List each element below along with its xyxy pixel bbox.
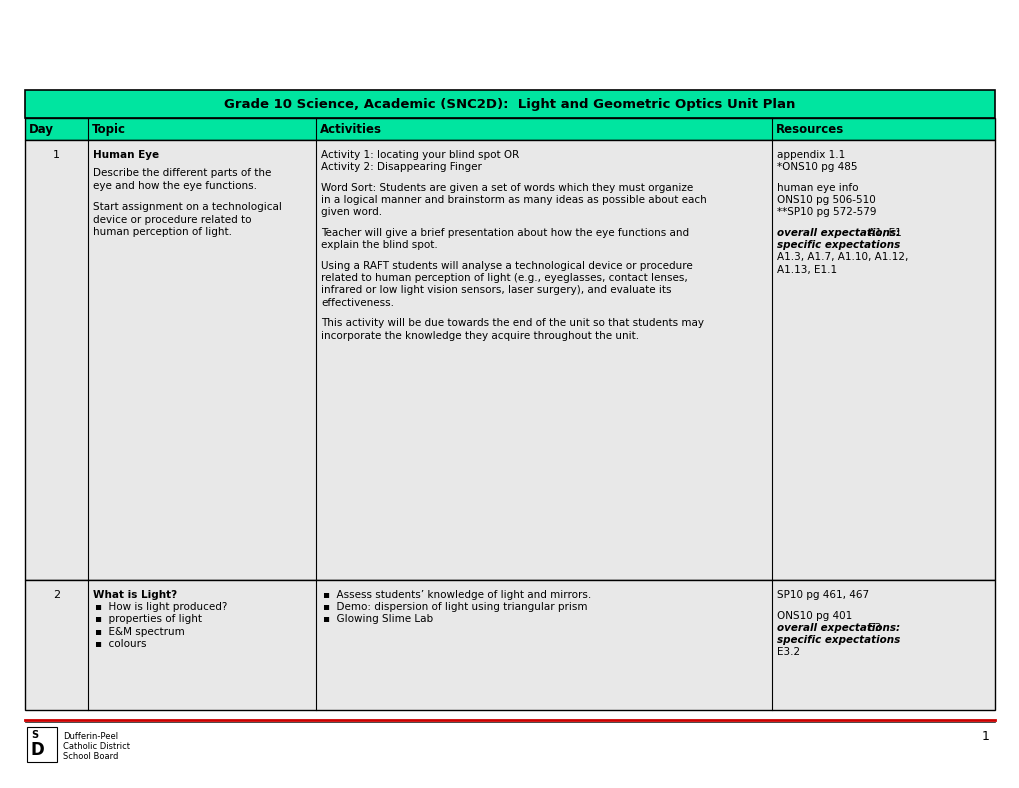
Text: overall expectations:: overall expectations:	[776, 228, 899, 238]
Text: Activity 2: Disappearing Finger: Activity 2: Disappearing Finger	[321, 162, 481, 173]
Text: Using a RAFT students will analyse a technological device or procedure: Using a RAFT students will analyse a tec…	[321, 261, 692, 271]
Text: ▪  How is light produced?: ▪ How is light produced?	[95, 602, 227, 612]
Text: **SP10 pg 572-579: **SP10 pg 572-579	[776, 207, 875, 217]
Text: human eye info: human eye info	[776, 183, 858, 193]
Text: ▪  E&M spectrum: ▪ E&M spectrum	[95, 626, 184, 637]
Text: ONS10 pg 506-510: ONS10 pg 506-510	[776, 195, 874, 205]
Bar	[25, 118, 994, 140]
Text: given word.: given word.	[321, 207, 382, 217]
Text: Grade 10 Science, Academic (SNC2D):  Light and Geometric Optics Unit Plan: Grade 10 Science, Academic (SNC2D): Ligh…	[224, 98, 795, 110]
Text: School Board: School Board	[63, 752, 118, 761]
Text: S: S	[31, 730, 38, 740]
Bar	[26, 727, 57, 762]
Text: ▪  properties of light: ▪ properties of light	[95, 615, 202, 624]
Text: Day: Day	[29, 122, 54, 136]
Text: device or procedure related to: device or procedure related to	[93, 214, 252, 225]
Bar	[25, 90, 994, 118]
Text: Resources: Resources	[775, 122, 844, 136]
Text: A1, E1: A1, E1	[864, 228, 901, 238]
Text: appendix 1.1: appendix 1.1	[776, 150, 845, 160]
Text: 2: 2	[53, 590, 60, 600]
Text: Dufferin-Peel: Dufferin-Peel	[63, 732, 118, 741]
Text: effectiveness.: effectiveness.	[321, 298, 393, 307]
Text: 1: 1	[981, 730, 989, 743]
Text: specific expectations: specific expectations	[776, 240, 900, 251]
Text: Catholic District: Catholic District	[63, 742, 129, 751]
Text: related to human perception of light (e.g., eyeglasses, contact lenses,: related to human perception of light (e.…	[321, 273, 687, 283]
Text: Activity 1: locating your blind spot OR: Activity 1: locating your blind spot OR	[321, 150, 519, 160]
Text: Start assignment on a technological: Start assignment on a technological	[93, 203, 281, 213]
Text: D: D	[31, 741, 45, 759]
Text: SP10 pg 461, 467: SP10 pg 461, 467	[776, 590, 868, 600]
Bar	[25, 140, 994, 580]
Text: ONS10 pg 401: ONS10 pg 401	[776, 611, 851, 621]
Text: Teacher will give a brief presentation about how the eye functions and: Teacher will give a brief presentation a…	[321, 228, 689, 238]
Text: overall expectations:: overall expectations:	[776, 623, 899, 633]
Text: ▪  Assess students’ knowledge of light and mirrors.: ▪ Assess students’ knowledge of light an…	[323, 590, 591, 600]
Text: specific expectations: specific expectations	[776, 635, 900, 645]
Text: Human Eye: Human Eye	[93, 150, 159, 160]
Text: infrared or low light vision sensors, laser surgery), and evaluate its: infrared or low light vision sensors, la…	[321, 285, 671, 296]
Text: What is Light?: What is Light?	[93, 590, 177, 600]
Text: E3: E3	[864, 623, 880, 633]
Text: human perception of light.: human perception of light.	[93, 227, 232, 237]
Text: A1.3, A1.7, A1.10, A1.12,: A1.3, A1.7, A1.10, A1.12,	[776, 252, 907, 262]
Text: A1.13, E1.1: A1.13, E1.1	[776, 265, 837, 275]
Text: E3.2: E3.2	[776, 647, 799, 657]
Text: ▪  colours: ▪ colours	[95, 639, 147, 649]
Text: Word Sort: Students are given a set of words which they must organize: Word Sort: Students are given a set of w…	[321, 183, 693, 193]
Text: ▪  Glowing Slime Lab: ▪ Glowing Slime Lab	[323, 615, 433, 624]
Text: explain the blind spot.: explain the blind spot.	[321, 240, 437, 251]
Bar	[25, 580, 994, 710]
Text: in a logical manner and brainstorm as many ideas as possible about each: in a logical manner and brainstorm as ma…	[321, 195, 706, 205]
Text: Activities: Activities	[320, 122, 382, 136]
Text: eye and how the eye functions.: eye and how the eye functions.	[93, 180, 257, 191]
Text: This activity will be due towards the end of the unit so that students may: This activity will be due towards the en…	[321, 318, 703, 329]
Text: *ONS10 pg 485: *ONS10 pg 485	[776, 162, 857, 173]
Text: Describe the different parts of the: Describe the different parts of the	[93, 169, 271, 178]
Text: ▪  Demo: dispersion of light using triangular prism: ▪ Demo: dispersion of light using triang…	[323, 602, 587, 612]
Text: incorporate the knowledge they acquire throughout the unit.: incorporate the knowledge they acquire t…	[321, 330, 639, 340]
Text: Topic: Topic	[92, 122, 126, 136]
Text: 1: 1	[53, 150, 60, 160]
